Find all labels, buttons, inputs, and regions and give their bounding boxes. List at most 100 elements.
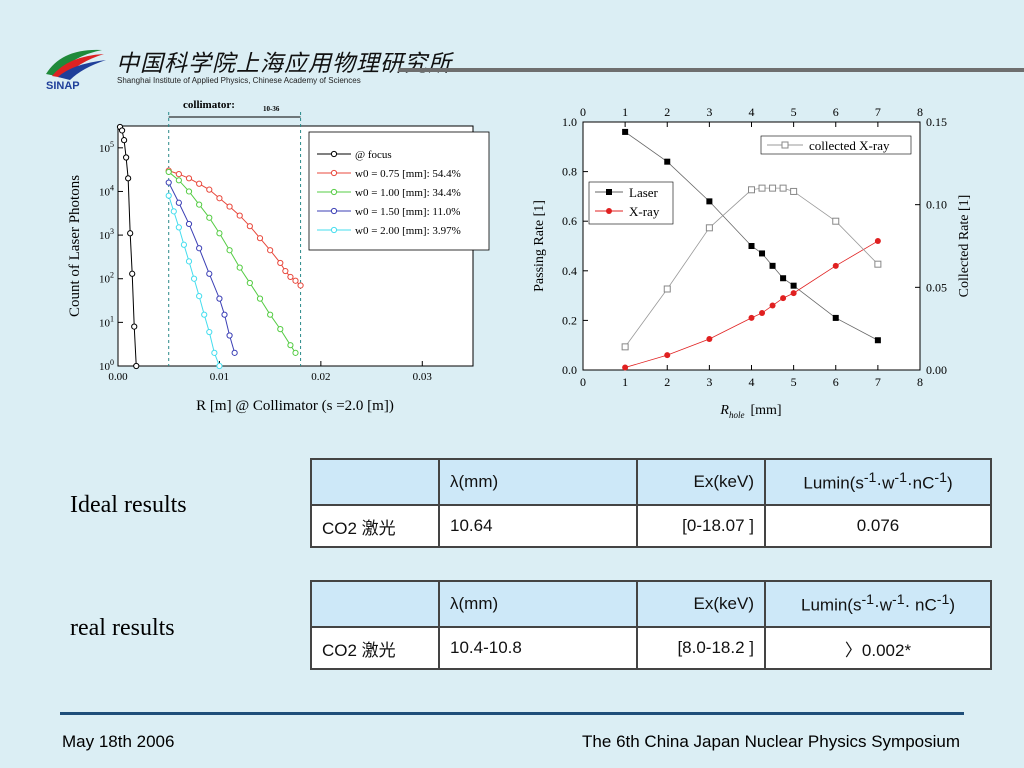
data-point xyxy=(185,188,193,195)
data-series xyxy=(621,128,882,371)
data-point xyxy=(287,273,294,281)
ideal-results-table: λ(mm) Ex(keV) Lumin(s-1·w-1·nC-1) CO2 激光… xyxy=(310,458,992,548)
data-point xyxy=(664,158,671,165)
data-point xyxy=(165,168,172,176)
legend-marker xyxy=(606,189,612,195)
data-point xyxy=(267,311,274,318)
data-point xyxy=(292,277,299,284)
data-point xyxy=(131,323,138,330)
legend-label: collected X-ray xyxy=(809,138,890,153)
data-point xyxy=(190,275,198,282)
data-series xyxy=(116,123,304,370)
data-point xyxy=(170,208,177,215)
data-point xyxy=(165,192,172,199)
x-axis-label-unit: [mm] xyxy=(750,403,781,418)
data-point xyxy=(748,243,755,249)
legend-marker xyxy=(781,141,789,149)
data-point xyxy=(185,258,193,265)
data-point xyxy=(165,179,172,186)
x-tick-label: 4 xyxy=(749,375,755,389)
y-tick-label: 0.0 xyxy=(562,363,577,377)
data-point xyxy=(129,270,136,277)
data-point xyxy=(211,349,218,356)
data-point xyxy=(706,198,713,205)
cell-lumin: 〉0.002* xyxy=(764,626,992,670)
y-tick-label: 101 xyxy=(99,314,114,329)
institute-name-cn: 中国科学院上海应用物理研究所 xyxy=(116,51,452,77)
data-point xyxy=(201,311,208,318)
data-point xyxy=(216,195,223,202)
data-point xyxy=(758,184,766,192)
footer-date: May 18th 2006 xyxy=(62,732,175,751)
x-tick-label-top: 0 xyxy=(580,105,586,119)
data-point xyxy=(185,220,193,228)
x-tick-label: 3 xyxy=(706,375,712,389)
table-header-row: λ(mm) Ex(keV) Lumin(s-1·w-1· nC-1) xyxy=(310,580,992,628)
table-row: CO2 激光 10.4-10.8 [8.0-18.2 ] 〉0.002* xyxy=(310,626,992,670)
cell-wavelength: 10.4-10.8 xyxy=(438,626,638,670)
data-point xyxy=(231,349,238,356)
footer-divider xyxy=(60,712,964,715)
data-point xyxy=(185,175,193,182)
data-point xyxy=(705,224,713,232)
x-tick-label: 0.03 xyxy=(413,371,433,383)
data-point xyxy=(779,184,787,192)
legend-collected: collected X-ray xyxy=(760,135,912,155)
x-tick-label: 5 xyxy=(791,375,797,389)
data-point xyxy=(120,137,128,144)
data-point xyxy=(832,262,839,269)
logo-text: SINAP xyxy=(46,80,80,92)
y-tick-label: 0.2 xyxy=(562,313,577,327)
data-point xyxy=(221,311,228,318)
data-point xyxy=(125,175,132,182)
data-point xyxy=(622,128,629,135)
y-axis-label: Passing Rate [1] xyxy=(532,200,547,292)
header-cell xyxy=(310,580,440,628)
collimator-sublabel: 10-36 xyxy=(263,105,280,113)
data-point xyxy=(123,154,130,161)
x-tick-label: 7 xyxy=(875,375,881,389)
header-cell: λ(mm) xyxy=(438,458,638,506)
cell-lumin: 0.076 xyxy=(764,504,992,548)
y-tick-label: 102 xyxy=(99,271,114,286)
y-tick-exponent: 0 xyxy=(110,358,114,367)
x-axis-ticks: 0 0 1 1 2 2 3 3 4 4 5 5 6 6 7 7 8 8 xyxy=(580,105,923,389)
data-point xyxy=(621,343,629,351)
y-tick-label: 1.0 xyxy=(562,115,577,129)
legend-marker xyxy=(606,208,612,214)
data-point xyxy=(226,332,233,339)
data-point xyxy=(196,201,203,208)
sinap-logo: SINAP xyxy=(46,49,106,92)
header-cell: Ex(keV) xyxy=(636,580,766,628)
x-tick-label-top: 7 xyxy=(875,105,881,119)
data-point xyxy=(236,264,243,271)
x-axis-label: Rhole [mm] xyxy=(719,403,781,420)
data-point xyxy=(118,127,126,134)
header-cell-lumin: Lumin(s-1·w-1·nC-1) xyxy=(764,458,992,506)
data-point xyxy=(216,362,223,370)
data-point xyxy=(790,290,797,297)
legend-marker xyxy=(330,226,338,234)
y-tick-label: 103 xyxy=(99,227,114,242)
x-tick-label: 2 xyxy=(664,375,670,389)
x-axis-ticks: 0.00 0.01 0.02 0.03 xyxy=(108,361,432,383)
data-point xyxy=(832,314,839,321)
x-tick-label: 6 xyxy=(833,375,839,389)
data-point xyxy=(759,309,766,316)
data-point xyxy=(277,326,284,333)
y-right-tick-label: 0.00 xyxy=(926,363,947,377)
legend-marker xyxy=(330,150,338,158)
legend-label: w0 = 1.50 [mm]: 11.0% xyxy=(355,206,460,218)
x-tick-label-top: 6 xyxy=(833,105,839,119)
y-tick-label: 105 xyxy=(99,140,114,155)
legend-marker xyxy=(330,207,338,215)
data-point xyxy=(127,230,134,237)
data-point xyxy=(282,267,289,275)
data-point xyxy=(759,250,766,257)
legend-label: @ focus xyxy=(355,149,392,161)
x-tick-label-top: 3 xyxy=(706,105,712,119)
data-point xyxy=(206,270,213,277)
x-axis-label: R [m] @ Collimator (s =2.0 [m]) xyxy=(196,398,394,414)
data-point xyxy=(196,245,203,252)
data-point xyxy=(790,187,798,195)
